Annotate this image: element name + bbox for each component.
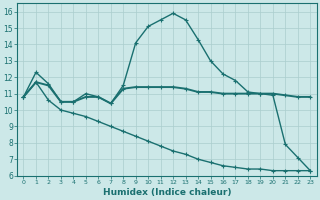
X-axis label: Humidex (Indice chaleur): Humidex (Indice chaleur) bbox=[103, 188, 231, 197]
